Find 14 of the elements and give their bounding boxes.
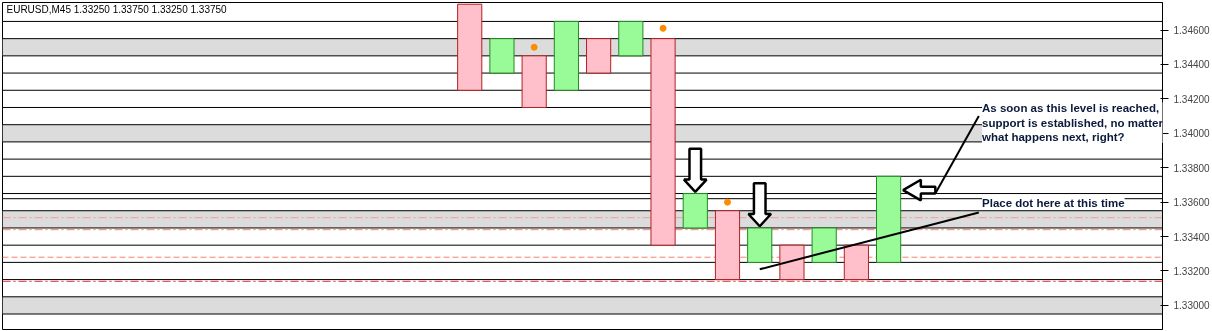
- y-tick-label: 1.34200: [1173, 93, 1211, 105]
- y-tick-label: 1.33200: [1173, 265, 1211, 277]
- y-tick-label: 1.34400: [1173, 59, 1211, 71]
- annotation: Place dot here at this time: [982, 196, 1125, 209]
- chart-title: EURUSD,M45 1.33250 1.33750 1.33250 1.33750: [6, 3, 228, 15]
- y-tick-label: 1.33800: [1173, 162, 1211, 174]
- y-tick-label: 1.34600: [1173, 25, 1211, 37]
- y-tick-label: 1.33600: [1173, 197, 1211, 209]
- y-tick-label: 1.34000: [1173, 128, 1211, 140]
- point: [724, 198, 731, 206]
- point: [659, 24, 667, 32]
- point: [530, 43, 538, 51]
- y-tick-label: 1.33400: [1173, 231, 1211, 243]
- y-tick-label: 1.33000: [1173, 300, 1211, 312]
